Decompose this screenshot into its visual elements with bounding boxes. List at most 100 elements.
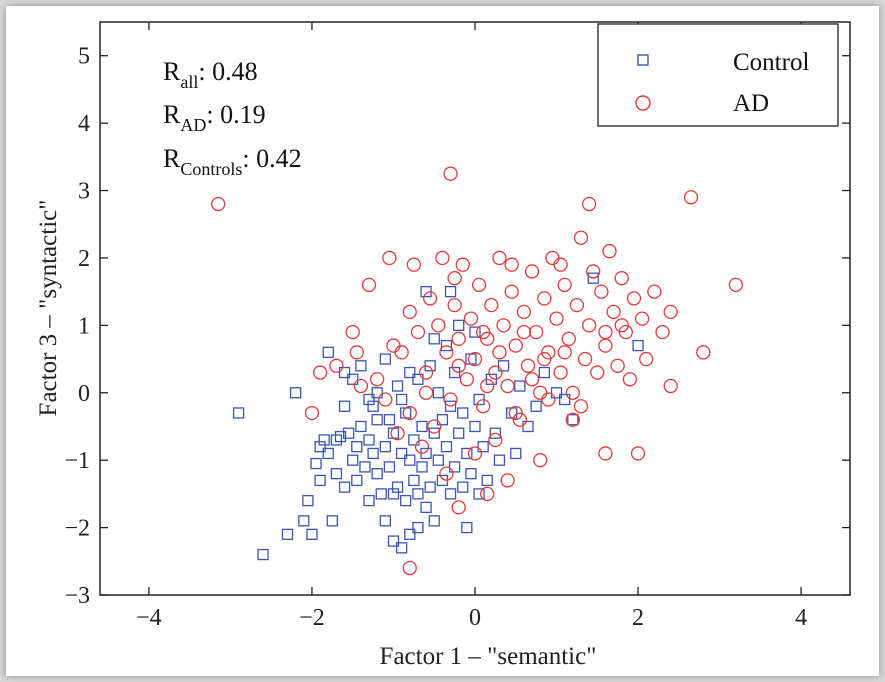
data-point-ad	[480, 378, 495, 394]
data-point-control	[338, 481, 351, 493]
data-point-ad	[463, 311, 479, 326]
legend-box	[597, 23, 839, 127]
data-point-control	[347, 454, 359, 466]
legend-label-ad: AD	[733, 90, 769, 117]
data-point-control	[363, 393, 375, 406]
data-point-control	[367, 447, 379, 460]
data-point-ad	[418, 365, 434, 380]
data-point-ad	[557, 277, 572, 293]
data-point-control	[338, 400, 351, 412]
y-tick-label: 4	[78, 111, 90, 137]
data-point-ad	[520, 358, 536, 373]
data-point-control	[383, 461, 396, 473]
data-point-control	[461, 447, 473, 460]
data-point-ad	[480, 486, 495, 502]
data-point-ad	[439, 466, 454, 481]
data-point-ad	[655, 324, 670, 340]
data-point-control	[338, 366, 351, 379]
data-point-control	[473, 488, 485, 500]
data-point-ad	[549, 311, 564, 326]
data-point-control	[538, 366, 550, 379]
data-point-control	[391, 380, 404, 392]
data-point-control	[351, 474, 363, 487]
data-point-control	[510, 447, 522, 460]
data-point-ad	[402, 560, 417, 576]
data-point-ad	[663, 304, 678, 320]
data-point-control	[432, 387, 444, 399]
data-point-control	[461, 521, 473, 534]
data-point-ad	[614, 318, 629, 333]
data-point-ad	[581, 318, 597, 333]
data-point-control	[314, 474, 326, 487]
data-point-ad	[467, 446, 483, 461]
data-point-ad	[476, 324, 491, 340]
data-point-control	[379, 353, 391, 365]
data-point-ad	[345, 324, 360, 340]
data-point-ad	[634, 311, 650, 326]
data-point-control	[330, 468, 343, 480]
legend-marker-ad	[635, 95, 651, 111]
data-point-control	[493, 454, 506, 466]
data-point-control	[387, 488, 400, 500]
data-point-ad	[577, 351, 593, 367]
data-point-ad	[447, 297, 462, 313]
data-point-control	[416, 461, 428, 473]
data-point-control	[379, 515, 391, 527]
data-point-ad	[455, 257, 470, 272]
data-point-ad	[512, 412, 527, 427]
data-point-control	[371, 468, 383, 480]
annotation-r-all: Rall: 0.48	[163, 57, 258, 92]
data-point-control	[400, 494, 412, 507]
data-point-ad	[443, 166, 458, 181]
data-point-ad	[451, 500, 466, 515]
data-point-control	[318, 434, 330, 446]
data-point-control	[334, 430, 347, 443]
data-point-ad	[524, 372, 540, 387]
data-point-ad	[598, 324, 613, 340]
data-point-control	[281, 528, 294, 540]
data-point-ad	[386, 338, 401, 353]
data-point-ad	[533, 453, 548, 468]
data-point-control	[559, 393, 571, 406]
data-point-control	[440, 339, 453, 352]
data-point-ad	[622, 372, 638, 387]
data-point-control	[310, 457, 322, 470]
data-point-ad	[414, 439, 430, 454]
data-point-ad	[561, 331, 576, 346]
data-point-control	[395, 447, 408, 460]
data-point-control	[326, 515, 338, 527]
data-point-ad	[586, 264, 601, 279]
data-point-control	[481, 474, 493, 487]
data-point-ad	[626, 291, 642, 306]
data-point-ad	[471, 277, 487, 293]
data-point-control	[632, 339, 644, 352]
data-point-control	[567, 414, 579, 426]
data-point-ad	[378, 392, 393, 407]
data-markers	[211, 166, 744, 576]
data-point-ad	[581, 196, 597, 212]
data-point-ad	[504, 284, 519, 299]
data-point-ad	[349, 345, 364, 360]
data-point-control	[371, 387, 383, 399]
data-point-control	[408, 434, 420, 446]
data-point-control	[530, 400, 542, 412]
y-tick-label: −1	[64, 448, 90, 474]
data-point-control	[355, 360, 367, 372]
data-point-ad	[492, 250, 507, 266]
data-point-control	[395, 393, 408, 406]
data-point-control	[587, 272, 599, 284]
data-point-control	[306, 528, 318, 540]
data-point-control	[444, 400, 457, 412]
data-point-ad	[590, 365, 605, 380]
data-point-ad	[431, 318, 446, 333]
data-point-ad	[447, 271, 462, 286]
data-point-control	[444, 285, 457, 298]
data-point-ad	[459, 372, 474, 387]
data-point-ad	[610, 358, 625, 373]
data-point-ad	[528, 324, 544, 340]
data-point-control	[367, 400, 379, 412]
data-point-ad	[329, 358, 344, 373]
annotation-r-ad: RAD: 0.19	[163, 100, 266, 135]
data-point-control	[428, 333, 440, 345]
